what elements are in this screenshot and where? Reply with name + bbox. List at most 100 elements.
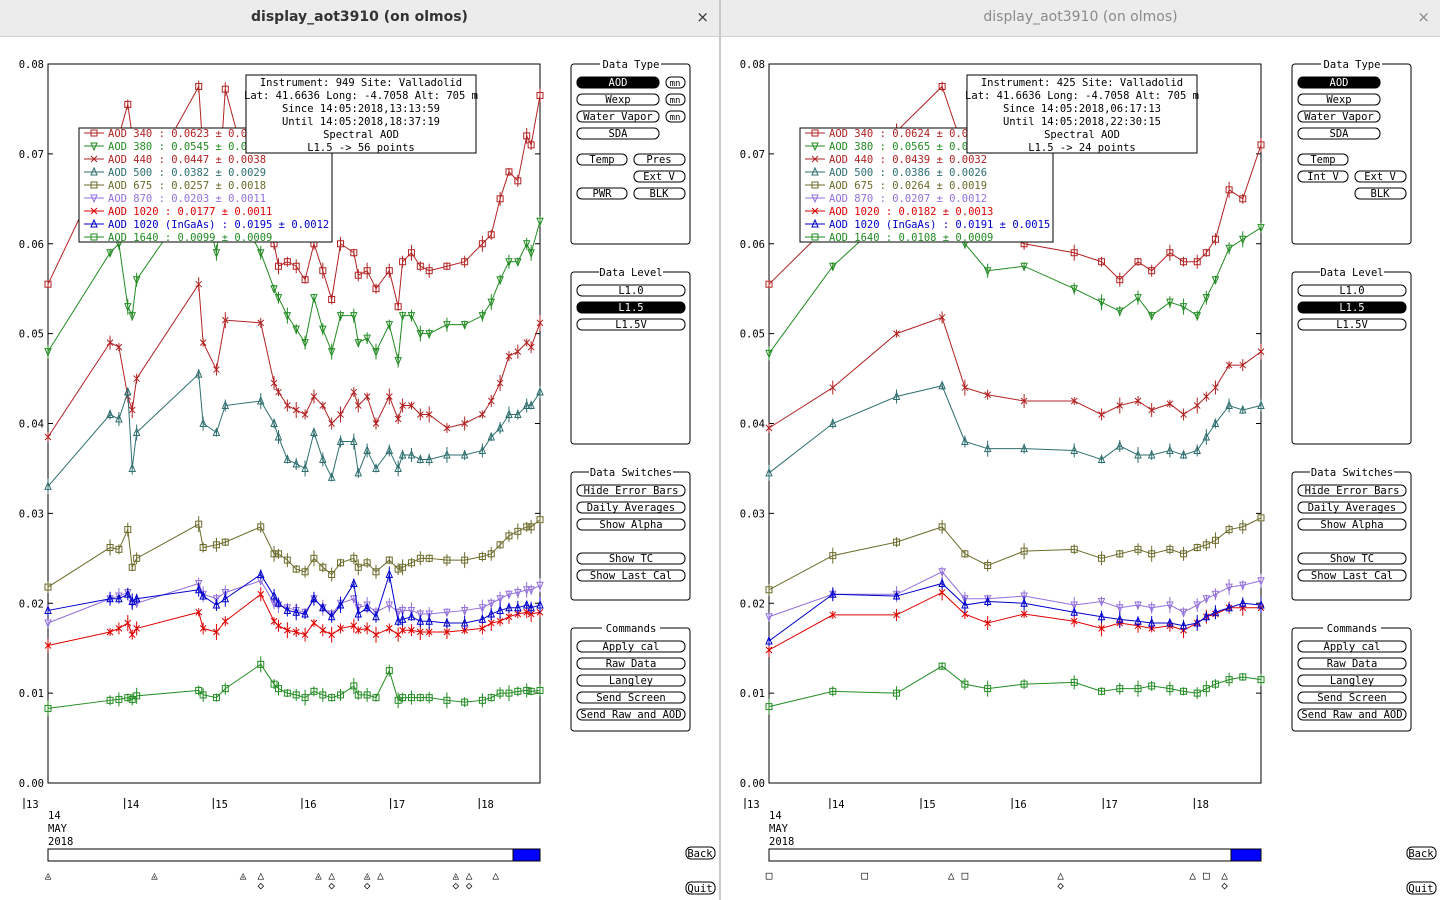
back-button[interactable] [685, 846, 716, 860]
data-point [372, 568, 380, 576]
close-icon[interactable]: × [696, 8, 709, 26]
data-point [385, 393, 393, 400]
l10-button[interactable] [1297, 284, 1407, 297]
time-scrollbar[interactable] [47, 848, 541, 862]
data-point [1193, 544, 1201, 552]
show-last-cal-button[interactable] [1297, 569, 1407, 582]
data-point [496, 605, 504, 614]
data-point [1070, 249, 1078, 257]
send-raw-aod-button[interactable] [576, 708, 686, 721]
data-point [496, 276, 504, 285]
y-tick-label: 0.01 [19, 688, 44, 700]
data-point [443, 696, 451, 704]
show-tc-button[interactable] [576, 552, 686, 565]
series-line [768, 517, 1262, 591]
l15v-button[interactable] [576, 318, 686, 331]
send-screen-button[interactable] [576, 691, 686, 704]
legend-entry: AOD 870 : 0.0207 ± 0.0012 [829, 193, 987, 205]
data-point [399, 563, 407, 571]
data-switches-title: Data Switches [1311, 467, 1393, 479]
data-point [892, 590, 901, 600]
raw-data-button[interactable] [576, 657, 686, 670]
data-point [487, 431, 496, 441]
langley-button[interactable] [576, 674, 686, 687]
temp-button[interactable] [1297, 153, 1349, 166]
blk-button[interactable] [1354, 187, 1407, 200]
l15-button[interactable] [576, 301, 686, 314]
series-aod-340 [765, 81, 1265, 289]
daily-averages-button[interactable] [1297, 501, 1407, 514]
data-point [1202, 541, 1210, 549]
show-tc-button[interactable] [1297, 552, 1407, 565]
sda-button[interactable] [576, 127, 660, 140]
show-alpha-button[interactable] [576, 518, 686, 531]
send-screen-button[interactable] [1297, 691, 1407, 704]
data-point [1225, 186, 1233, 194]
data-point [496, 595, 504, 605]
sda-button[interactable] [1297, 127, 1381, 140]
data-point [106, 544, 114, 552]
data-point [443, 628, 451, 636]
aod-button[interactable] [576, 76, 660, 89]
pwr-button[interactable] [576, 187, 628, 200]
pres-button[interactable] [633, 153, 686, 166]
info-since: Since 14:05:2018,13:13:59 [282, 103, 440, 115]
daily-averages-button[interactable] [576, 501, 686, 514]
event-marker: △ [377, 869, 384, 882]
data-point [1098, 411, 1105, 418]
data-point [212, 541, 220, 549]
data-point [1225, 676, 1233, 684]
title-bar[interactable]: display_aot3910 (on olmos) × [0, 0, 719, 37]
langley-button[interactable] [1297, 674, 1407, 687]
apply-cal-button[interactable] [1297, 640, 1407, 653]
time-scrollbar[interactable] [768, 848, 1262, 862]
water-vapor-button[interactable] [1297, 110, 1381, 123]
ext-v-button-label: Ext V [643, 171, 675, 183]
info-location: Lat: 41.6636 Long: -4.7058 Alt: 705 m [965, 90, 1199, 102]
data-point [1148, 550, 1156, 558]
close-icon[interactable]: × [1417, 8, 1430, 26]
data-point [257, 523, 265, 531]
data-point [354, 402, 362, 409]
ext-v-button[interactable] [633, 170, 686, 183]
aod-mn-button[interactable] [665, 76, 686, 89]
data-point [443, 556, 451, 564]
ext-v-button[interactable] [1354, 170, 1407, 183]
l15v-button[interactable] [1297, 318, 1407, 331]
quit-button[interactable] [685, 881, 716, 895]
wexp-button[interactable] [1297, 93, 1381, 106]
hide-error-bars-button[interactable] [576, 484, 686, 497]
data-point [283, 626, 291, 634]
l10-button[interactable] [576, 284, 686, 297]
wexp-mn-button[interactable] [665, 93, 686, 106]
apply-cal-button[interactable] [576, 640, 686, 653]
time-scrollbar-thumb[interactable] [1230, 848, 1262, 862]
title-bar[interactable]: display_aot3910 (on olmos) × [721, 0, 1440, 37]
show-alpha-button[interactable] [1297, 518, 1407, 531]
time-scrollbar-thumb[interactable] [512, 848, 541, 862]
data-point [1180, 258, 1188, 266]
int-v-button[interactable] [1297, 170, 1349, 183]
wexp-button[interactable] [576, 93, 660, 106]
data-point [1116, 440, 1124, 450]
send-raw-aod-button[interactable] [1297, 708, 1407, 721]
water-vapor-button[interactable] [576, 110, 660, 123]
blk-button-label: BLK [1371, 188, 1391, 200]
legend-entry: AOD 500 : 0.0386 ± 0.0026 [829, 167, 987, 179]
data-point [124, 386, 132, 396]
show-last-cal-button[interactable] [576, 569, 686, 582]
data-point [385, 321, 394, 330]
data-point [1134, 545, 1142, 553]
quit-button[interactable] [1406, 881, 1437, 895]
aod-button[interactable] [1297, 76, 1381, 89]
l15-button[interactable] [1297, 301, 1407, 314]
data-point [1134, 258, 1142, 266]
data-point [132, 593, 141, 603]
blk-button[interactable] [633, 187, 686, 200]
water-vapor-mn-button[interactable] [665, 110, 686, 123]
hide-error-bars-button[interactable] [1297, 484, 1407, 497]
raw-data-button[interactable] [1297, 657, 1407, 670]
temp-button[interactable] [576, 153, 628, 166]
back-button[interactable] [1406, 846, 1437, 860]
